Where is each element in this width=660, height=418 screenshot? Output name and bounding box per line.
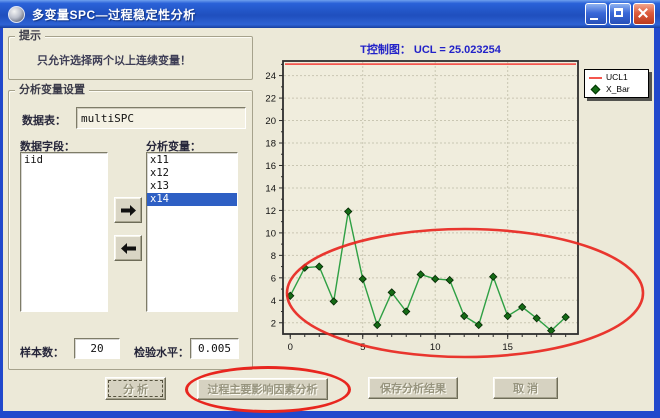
chart-annotation-ellipse [285, 227, 645, 359]
list-item[interactable]: x14 [147, 193, 237, 206]
close-button[interactable] [633, 3, 655, 25]
analysis-vars-listbox[interactable]: x11 x12 x13 x14 [146, 152, 238, 312]
save-results-button[interactable]: 保存分析结果 [368, 377, 458, 399]
hint-groupbox: 提示 只允许选择两个以上连续变量！ [8, 29, 253, 80]
test-level-field[interactable] [190, 338, 239, 359]
arrow-right-icon [120, 204, 137, 217]
svg-text:10: 10 [265, 228, 276, 239]
close-icon [634, 4, 654, 24]
svg-text:4: 4 [271, 296, 276, 307]
control-chart-panel: T控制图： UCL = 25.023254 2 4 6 8 10 12 14 16 18 20 22… [256, 30, 656, 376]
list-item[interactable]: iid [24, 154, 43, 166]
settings-groupbox: 分析变量设置 [8, 83, 253, 370]
chart-legend: UCL1 X_Bar [584, 69, 649, 98]
svg-text:22: 22 [265, 94, 276, 105]
title-bar[interactable]: 多变量SPC—过程稳定性分析 [0, 0, 660, 28]
maximize-icon [614, 8, 623, 17]
data-table-label: 数据表： [22, 115, 66, 127]
svg-text:20: 20 [265, 116, 276, 127]
chart-title: T控制图： UCL = 25.023254 [360, 44, 501, 56]
arrow-left-icon [120, 242, 137, 255]
svg-text:16: 16 [265, 161, 276, 172]
plot-area [283, 61, 578, 334]
svg-text:0: 0 [288, 342, 293, 353]
data-table-field[interactable] [76, 107, 246, 129]
minimize-button[interactable] [585, 3, 607, 25]
data-fields-listbox[interactable]: iid [20, 152, 108, 312]
move-right-button[interactable] [114, 197, 142, 223]
sample-count-label: 样本数： [20, 347, 64, 359]
app-icon [8, 5, 25, 23]
settings-group-title: 分析变量设置 [15, 83, 89, 97]
list-item[interactable]: x12 [150, 167, 169, 179]
sample-count-field[interactable] [74, 338, 120, 359]
minimize-icon [590, 18, 598, 20]
legend-label-xbar: X_Bar [606, 84, 630, 94]
svg-text:14: 14 [265, 183, 276, 194]
list-item[interactable]: x13 [150, 180, 169, 192]
move-left-button[interactable] [114, 235, 142, 261]
analysis-vars-label: 分析变量： [146, 141, 201, 153]
cancel-button[interactable]: 取 消 [493, 377, 558, 399]
svg-text:6: 6 [271, 273, 276, 284]
legend-label-ucl: UCL1 [606, 72, 628, 82]
plot-frame [282, 60, 579, 335]
svg-text:15: 15 [502, 342, 513, 353]
analyze-button[interactable]: 分 析 [105, 377, 166, 400]
hint-text: 只允许选择两个以上连续变量！ [37, 55, 191, 67]
maximize-button[interactable] [609, 3, 631, 25]
factor-analysis-button[interactable]: 过程主要影响因素分析 [197, 378, 328, 400]
svg-text:24: 24 [265, 71, 276, 82]
window-title: 多变量SPC—过程稳定性分析 [32, 7, 196, 22]
legend-item-ucl: UCL1 [589, 73, 645, 82]
svg-text:10: 10 [430, 342, 441, 353]
svg-text:12: 12 [265, 206, 276, 217]
list-item[interactable]: x11 [150, 154, 169, 166]
svg-text:5: 5 [360, 342, 365, 353]
svg-text:8: 8 [271, 251, 276, 262]
data-fields-label: 数据字段： [20, 141, 75, 153]
legend-item-xbar: X_Bar [589, 84, 645, 95]
svg-text:18: 18 [265, 139, 276, 150]
test-level-label: 检验水平： [134, 347, 189, 359]
svg-text:2: 2 [271, 318, 276, 329]
hint-group-title: 提示 [15, 29, 45, 43]
xbar-marker-swatch [590, 84, 601, 95]
ucl-line-swatch [589, 76, 602, 79]
